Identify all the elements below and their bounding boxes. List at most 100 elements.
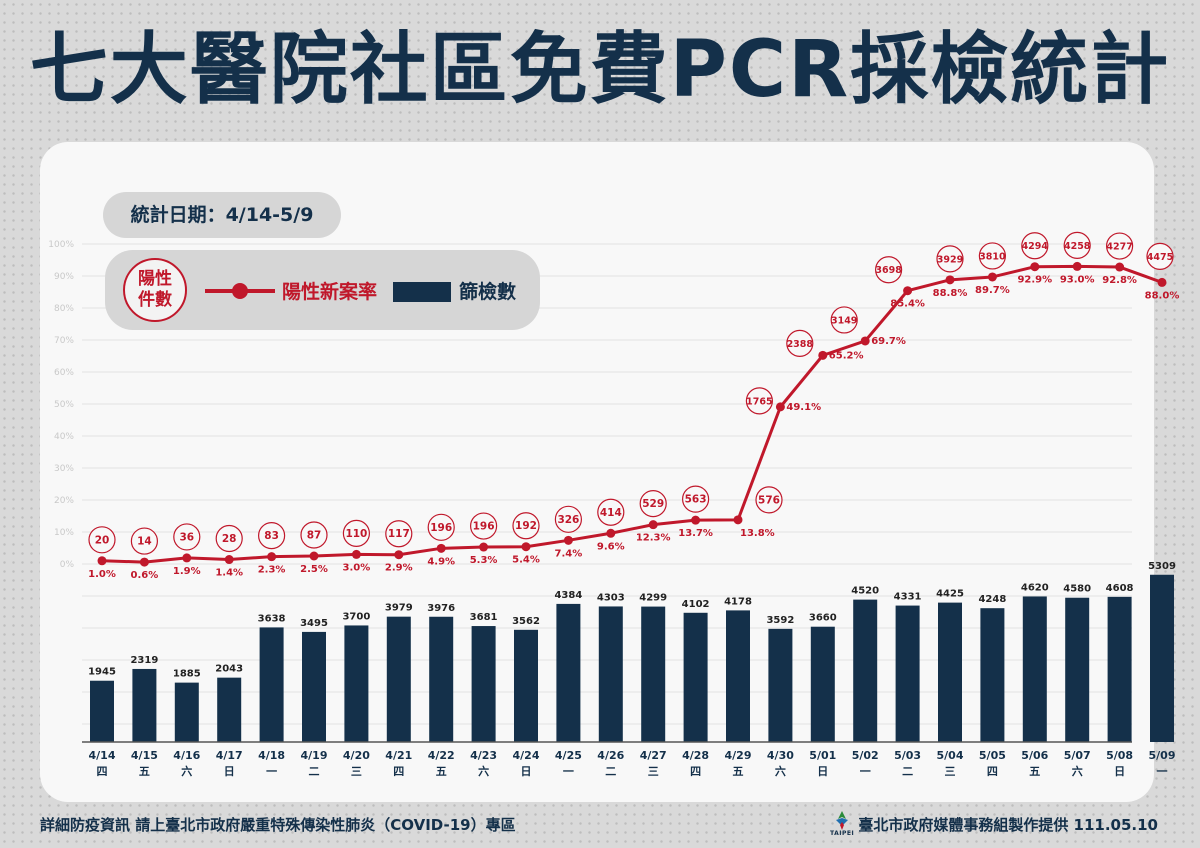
bar-value-label: 4303 bbox=[597, 592, 625, 603]
bar bbox=[217, 677, 242, 742]
x-weekday-label: 三 bbox=[648, 765, 659, 778]
positive-count-label: 414 bbox=[600, 507, 622, 519]
y-tick-label: 30% bbox=[54, 464, 74, 474]
positive-count-label: 3929 bbox=[937, 254, 963, 265]
bar-value-label: 5309 bbox=[1148, 561, 1176, 572]
bar-value-label: 4520 bbox=[851, 586, 879, 597]
bar-value-label: 4331 bbox=[894, 592, 922, 603]
x-weekday-label: 四 bbox=[987, 765, 998, 778]
positive-count-marker bbox=[385, 520, 413, 548]
bar-value-label: 3681 bbox=[470, 612, 498, 623]
x-tick-label: 5/01 bbox=[809, 749, 836, 762]
bar bbox=[598, 606, 623, 742]
page-title: 七大醫院社區免費PCR採檢統計 bbox=[29, 25, 1171, 115]
rate-label: 13.7% bbox=[678, 528, 713, 539]
rate-point bbox=[606, 528, 616, 538]
positive-count-marker bbox=[173, 523, 201, 551]
rate-label: 2.3% bbox=[258, 565, 286, 576]
positive-count-label: 3810 bbox=[979, 251, 1006, 262]
y-tick-label: 100% bbox=[48, 240, 74, 250]
rate-point bbox=[860, 336, 870, 346]
rate-label: 0.6% bbox=[131, 570, 159, 581]
y-tick-label: 50% bbox=[54, 400, 74, 410]
y-tick-label: 60% bbox=[54, 368, 74, 378]
y-tick-label: 20% bbox=[54, 496, 74, 506]
rate-point bbox=[563, 535, 573, 545]
positive-count-label: 110 bbox=[345, 528, 367, 540]
bar bbox=[853, 599, 878, 742]
rate-label: 13.8% bbox=[740, 528, 775, 539]
bar bbox=[980, 608, 1005, 742]
positive-count-label: 3698 bbox=[875, 265, 902, 276]
rate-point bbox=[224, 555, 234, 565]
rate-point bbox=[1072, 261, 1082, 271]
x-tick-label: 4/24 bbox=[513, 749, 540, 762]
positive-count-marker bbox=[830, 306, 858, 334]
positive-count-marker bbox=[512, 512, 540, 540]
positive-count-label: 563 bbox=[685, 494, 707, 506]
x-weekday-label: 五 bbox=[1029, 765, 1040, 778]
x-tick-label: 4/14 bbox=[89, 749, 116, 762]
x-weekday-label: 四 bbox=[393, 765, 404, 778]
rate-point bbox=[1115, 262, 1125, 272]
x-tick-label: 4/22 bbox=[428, 749, 455, 762]
positive-count-marker bbox=[755, 486, 783, 514]
bar bbox=[641, 606, 666, 742]
bar bbox=[683, 612, 708, 742]
positive-count-marker bbox=[88, 526, 116, 554]
bar-value-label: 3495 bbox=[300, 618, 328, 629]
rate-label: 4.9% bbox=[427, 556, 455, 567]
rate-point bbox=[733, 515, 743, 525]
positive-count-label: 529 bbox=[642, 498, 664, 510]
bar bbox=[514, 629, 538, 742]
x-weekday-label: 二 bbox=[902, 765, 913, 778]
positive-count-marker bbox=[342, 519, 370, 548]
bar bbox=[1107, 596, 1132, 742]
x-tick-label: 5/06 bbox=[1021, 749, 1048, 762]
positive-count-marker bbox=[786, 329, 814, 357]
positive-count-marker bbox=[300, 521, 328, 549]
positive-count-label: 117 bbox=[388, 528, 410, 540]
legend-positive-line2: 件數 bbox=[138, 290, 172, 310]
rate-label: 65.2% bbox=[829, 350, 864, 361]
x-weekday-label: 一 bbox=[266, 765, 277, 778]
rate-label: 12.3% bbox=[636, 533, 671, 544]
bar bbox=[768, 628, 793, 742]
rate-label: 89.7% bbox=[975, 285, 1010, 296]
taipei-logo-text: TAIPEI bbox=[830, 830, 855, 837]
bar bbox=[259, 627, 284, 742]
rate-label: 1.4% bbox=[215, 568, 243, 579]
x-weekday-label: 六 bbox=[1072, 764, 1083, 778]
rate-label: 3.0% bbox=[343, 562, 371, 573]
rate-point bbox=[903, 286, 913, 296]
rate-point bbox=[648, 520, 658, 530]
rate-label: 49.1% bbox=[786, 402, 821, 413]
positive-count-label: 576 bbox=[758, 494, 780, 506]
positive-count-marker bbox=[597, 498, 625, 526]
positive-count-label: 20 bbox=[95, 534, 110, 546]
positive-count-label: 196 bbox=[430, 522, 452, 534]
bar-value-label: 4580 bbox=[1063, 584, 1091, 595]
positive-count-marker bbox=[639, 490, 667, 518]
rate-label: 69.7% bbox=[871, 336, 906, 347]
legend-positive-line1: 陽性 bbox=[138, 269, 172, 289]
x-tick-label: 5/07 bbox=[1064, 749, 1091, 762]
positive-count-label: 87 bbox=[307, 530, 322, 542]
rate-label: 5.3% bbox=[470, 555, 498, 566]
x-weekday-label: 二 bbox=[605, 765, 616, 778]
rate-point bbox=[97, 556, 107, 566]
x-tick-label: 5/03 bbox=[894, 749, 921, 762]
bar-value-label: 4608 bbox=[1106, 583, 1134, 594]
bar-value-label: 3592 bbox=[766, 615, 794, 626]
taipei-logo-icon bbox=[836, 811, 848, 830]
x-weekday-label: 六 bbox=[181, 764, 192, 778]
bar-value-label: 3562 bbox=[512, 616, 540, 627]
x-weekday-label: 二 bbox=[309, 765, 320, 778]
x-weekday-label: 五 bbox=[436, 765, 447, 778]
rate-point bbox=[945, 275, 955, 285]
rate-point bbox=[775, 402, 785, 412]
positive-count-marker bbox=[978, 242, 1007, 270]
positive-count-label: 4277 bbox=[1106, 242, 1132, 253]
bar-value-label: 3638 bbox=[258, 613, 286, 624]
